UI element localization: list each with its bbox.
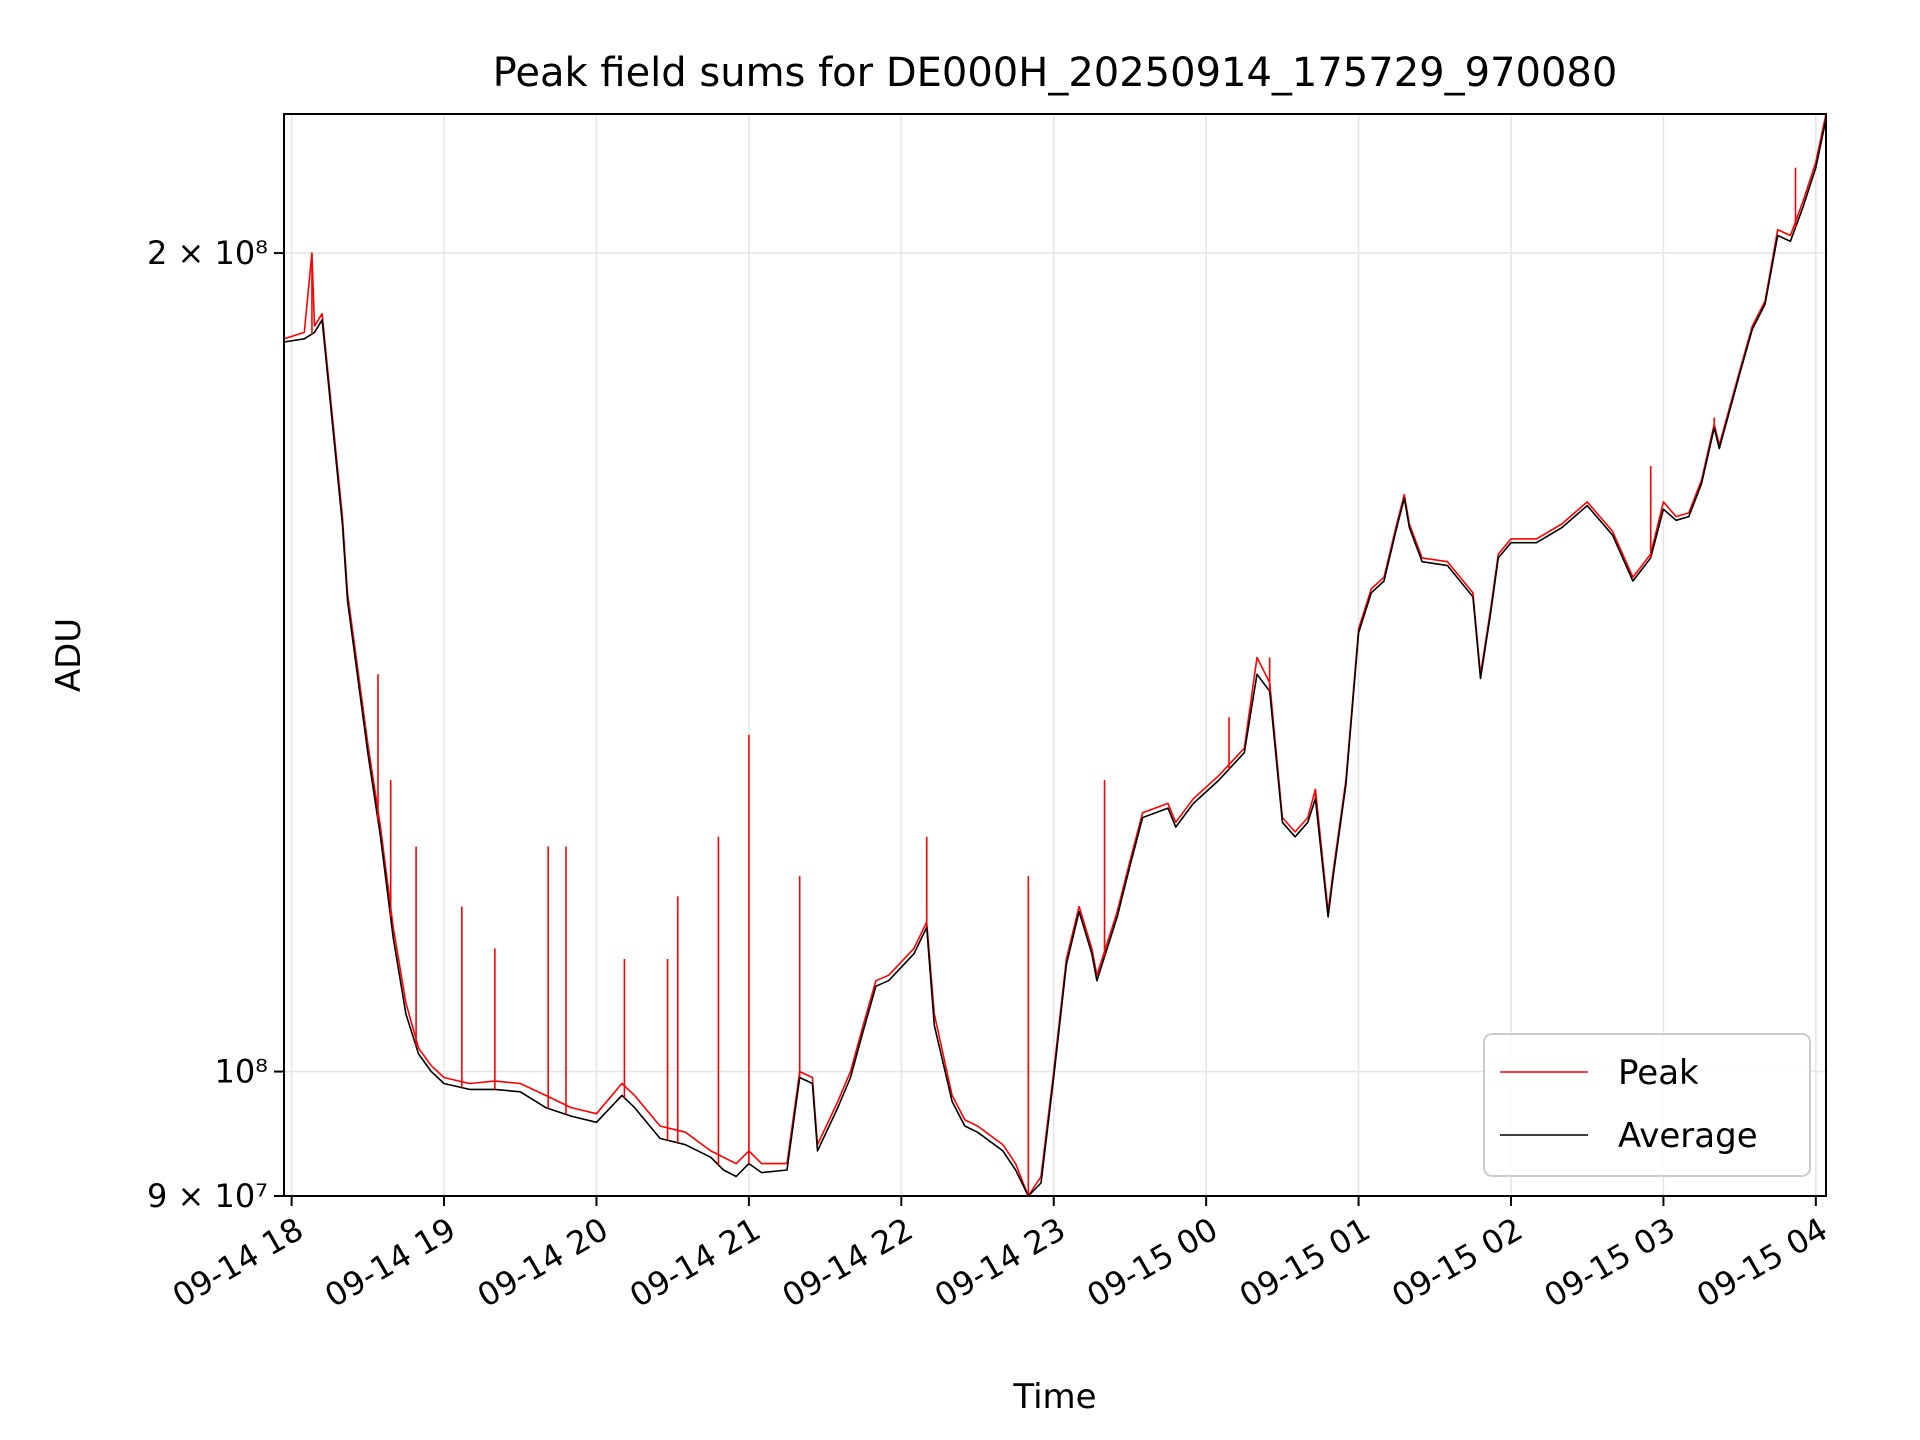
- y-tick-label: 10⁸: [214, 1053, 268, 1091]
- x-axis-label: Time: [1012, 1377, 1096, 1417]
- y-axis-label: ADU: [49, 618, 89, 692]
- y-axis-ticks: 9 × 10⁷ 10⁸ 2 × 10⁸: [147, 234, 284, 1215]
- grid-lines: [284, 114, 1826, 1197]
- legend-label-average: Average: [1618, 1116, 1758, 1156]
- series-group: [284, 114, 1826, 1196]
- y-tick-label: 2 × 10⁸: [147, 234, 268, 272]
- legend: Peak Average: [1483, 1033, 1811, 1177]
- series-line-average: [284, 119, 1826, 1196]
- plot-frame: [283, 113, 1827, 1197]
- chart-title: Peak field sums for DE000H_20250914_1757…: [493, 50, 1618, 96]
- legend-label-peak: Peak: [1618, 1053, 1699, 1093]
- legend-box: [1483, 1033, 1811, 1177]
- y-tick-label: 9 × 10⁷: [147, 1177, 268, 1215]
- series-line-peak: [284, 114, 1826, 1196]
